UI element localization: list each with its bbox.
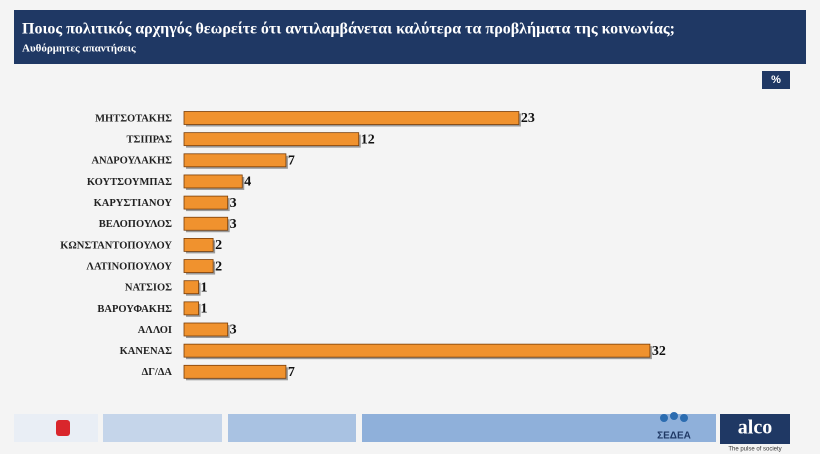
value-label: 3 — [230, 196, 237, 211]
value-label: 32 — [652, 344, 666, 359]
category-label: ΚΟΥΤΣΟΥΜΠΑΣ — [87, 177, 172, 188]
unit-label: % — [771, 74, 781, 86]
bar — [183, 153, 287, 168]
sedea-logo — [670, 412, 678, 420]
header — [14, 10, 806, 64]
bar — [183, 259, 214, 273]
value-label: 2 — [215, 238, 222, 253]
chart-title: Ποιος πολιτικός αρχηγός θεωρείτε ότι αντ… — [22, 21, 675, 38]
bar — [183, 174, 243, 189]
bar — [183, 343, 651, 358]
bar — [183, 237, 214, 252]
value-label: 7 — [288, 365, 295, 380]
sedea-logo — [680, 414, 688, 422]
category-label: ΚΩΝΣΤΑΝΤΟΠΟΥΛΟΥ — [60, 240, 172, 251]
footer-panel — [228, 414, 356, 442]
value-label: 3 — [230, 323, 237, 338]
value-label: 7 — [288, 154, 295, 169]
brand-label: alco — [738, 417, 772, 439]
channel-logo — [56, 420, 70, 436]
bar — [183, 132, 360, 147]
footer: ΣΕΔΕΑ alco The pulse of society — [14, 412, 790, 453]
value-label: 1 — [201, 280, 208, 295]
value-label: 1 — [201, 302, 208, 317]
sedea-logo — [660, 414, 668, 422]
value-label: 12 — [361, 132, 375, 147]
bar — [183, 195, 229, 210]
category-label: ΚΑΡΥΣΤΙΑΝΟΥ — [94, 198, 173, 209]
category-label: ΔΓ/ΔΑ — [142, 367, 173, 378]
category-label: ΑΛΛΟΙ — [138, 325, 172, 336]
category-label: ΚΑΝΕΝΑΣ — [120, 346, 173, 357]
category-label: ΑΝΔΡΟΥΛΑΚΗΣ — [91, 156, 172, 167]
bar — [183, 301, 199, 316]
bar — [183, 322, 229, 337]
footer-panel — [362, 414, 716, 442]
category-label: ΒΕΛΟΠΟΥΛΟΣ — [99, 219, 172, 230]
bar — [183, 216, 229, 231]
category-label: ΝΑΤΣΙΟΣ — [125, 283, 172, 294]
brand-tagline: The pulse of society — [728, 447, 781, 453]
chart-subtitle: Αυθόρμητες απαντήσεις — [22, 43, 136, 55]
value-label: 2 — [215, 259, 222, 274]
sedea-label: ΣΕΔΕΑ — [657, 431, 691, 442]
bar — [183, 280, 199, 295]
category-label: ΤΣΙΠΡΑΣ — [127, 135, 173, 146]
category-label: ΜΗΤΣΟΤΑΚΗΣ — [95, 113, 172, 124]
footer-panel — [103, 414, 222, 442]
category-label: ΒΑΡΟΥΦΑΚΗΣ — [97, 304, 172, 315]
bar — [183, 111, 520, 125]
bar — [183, 364, 287, 379]
unit-badge — [762, 71, 790, 89]
value-label: 23 — [521, 111, 535, 126]
value-label: 4 — [244, 175, 251, 190]
value-label: 3 — [230, 217, 237, 232]
brand-box — [720, 414, 790, 444]
category-label: ΛΑΤΙΝΟΠΟΥΛΟΥ — [86, 261, 172, 272]
